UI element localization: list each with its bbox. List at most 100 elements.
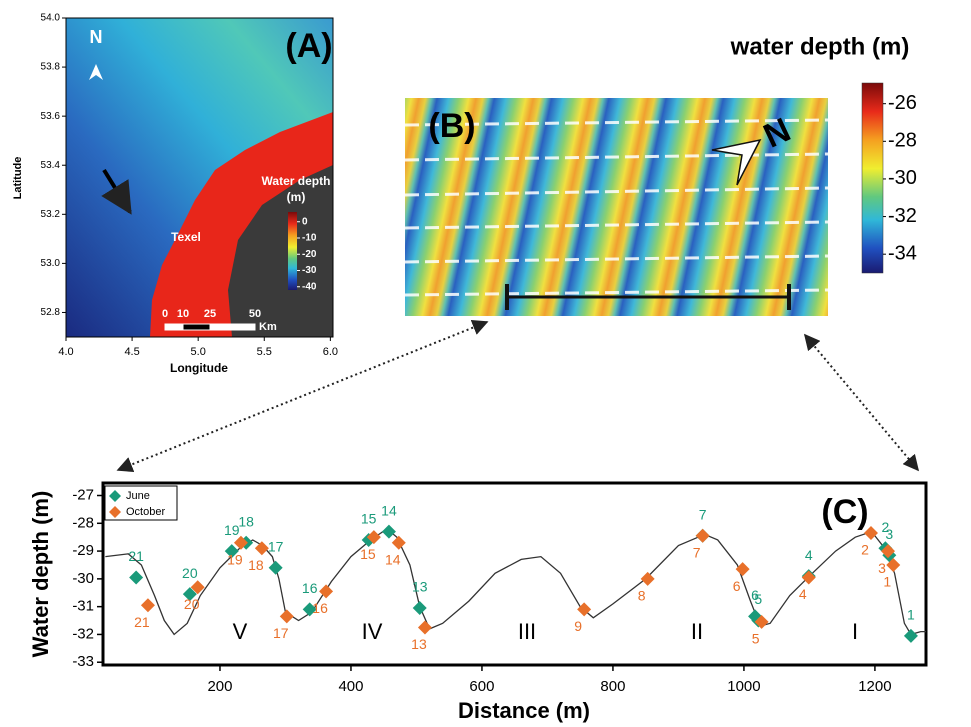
link-arrow <box>805 335 918 470</box>
panel-label: (C) <box>821 493 868 531</box>
crest-label: II <box>691 619 703 644</box>
scale-segment <box>210 324 255 330</box>
x-tick-label: 4.5 <box>124 346 139 358</box>
colorbar <box>288 212 297 290</box>
colorbar-tick-label: -10 <box>302 233 317 244</box>
marker <box>413 601 427 615</box>
marker <box>418 620 432 634</box>
point-label: 14 <box>381 502 397 518</box>
point-label: 16 <box>302 580 318 596</box>
crest-label: III <box>518 619 536 644</box>
legend-label: October <box>126 506 165 518</box>
panel-label: (B) <box>428 107 475 145</box>
colorbar-tick-label: -30 <box>888 167 917 189</box>
point-label: 20 <box>182 565 198 581</box>
y-tick-label: 53.0 <box>41 258 61 269</box>
point-label: 18 <box>238 513 254 529</box>
y-tick-label: -32 <box>72 625 94 642</box>
point-label: 19 <box>227 551 243 567</box>
crest-label: I <box>852 619 858 644</box>
point-label: 4 <box>799 586 807 602</box>
x-tick-label: 4.0 <box>58 346 73 358</box>
colorbar-title: Water depth <box>262 174 331 188</box>
point-label: 17 <box>268 538 284 554</box>
colorbar-tick-label: -26 <box>888 92 917 114</box>
legend-marker <box>109 506 121 518</box>
crest-label: IV <box>362 619 383 644</box>
point-label: 5 <box>752 631 760 647</box>
plot-frame <box>103 483 926 665</box>
colorbar <box>862 83 883 273</box>
y-tick-label: 53.2 <box>41 209 61 220</box>
marker <box>255 541 269 555</box>
point-label: 1 <box>907 607 915 623</box>
panel-a: N (A) Texel Water depth (m) Longitude La… <box>12 13 338 376</box>
colorbar-tick-label: -28 <box>888 130 917 152</box>
marker <box>269 561 283 575</box>
y-tick-label: -29 <box>72 542 94 559</box>
point-label: 21 <box>134 614 150 630</box>
point-label: 3 <box>885 526 893 542</box>
point-label: 1 <box>883 574 891 590</box>
y-tick-label: 53.8 <box>41 62 61 73</box>
scale-segment <box>183 324 210 330</box>
marker <box>641 572 655 586</box>
colorbar-tick-label: -34 <box>888 242 917 264</box>
scale-label: 50 <box>249 308 261 320</box>
point-label: 7 <box>699 506 707 522</box>
point-label: 6 <box>751 587 759 603</box>
point-label: 2 <box>861 542 869 558</box>
y-tick-label: 54.0 <box>41 13 61 24</box>
marker <box>904 629 918 643</box>
y-tick-label: -27 <box>72 486 94 503</box>
x-tick-label: 600 <box>469 678 494 695</box>
y-tick-label: 52.8 <box>41 307 61 318</box>
point-label: 17 <box>273 625 289 641</box>
marker <box>392 536 406 550</box>
y-tick-label: 53.6 <box>41 111 61 122</box>
x-axis-label: Distance (m) <box>458 698 590 723</box>
place-label: Texel <box>171 230 201 244</box>
y-tick-label: 53.4 <box>41 160 61 171</box>
colorbar-title: (m) <box>287 190 306 204</box>
point-label: 13 <box>411 636 427 652</box>
point-label: 7 <box>693 544 701 560</box>
profile-line <box>105 529 926 635</box>
point-label: 16 <box>312 600 328 616</box>
x-axis-label: Longitude <box>170 361 228 375</box>
marker <box>382 525 396 539</box>
scale-label: 10 <box>177 308 189 320</box>
point-label: 20 <box>184 596 200 612</box>
crest-label: V <box>233 619 248 644</box>
colorbar-tick-label: 0 <box>302 216 308 227</box>
legend-label: June <box>126 490 150 502</box>
point-label: 19 <box>224 522 240 538</box>
point-label: 3 <box>878 560 886 576</box>
x-tick-label: 6.0 <box>323 346 338 358</box>
colorbar-title: water depth (m) <box>730 33 910 60</box>
scale-label: 0 <box>162 308 168 320</box>
scale-label: 25 <box>204 308 216 320</box>
point-label: 8 <box>638 588 646 604</box>
x-tick-label: 1000 <box>727 678 760 695</box>
panel-b: N (B) water depth (m) -26-28-30-32-34 <box>405 33 917 316</box>
point-label: 6 <box>733 578 741 594</box>
point-label: 9 <box>574 618 582 634</box>
x-tick-label: 5.0 <box>191 346 206 358</box>
colorbar-tick-label: -32 <box>888 205 917 227</box>
y-tick-label: -31 <box>72 598 94 615</box>
link-arrow <box>118 322 487 470</box>
y-tick-label: -33 <box>72 653 94 670</box>
legend-marker <box>109 490 121 502</box>
point-label: 13 <box>412 579 428 595</box>
north-label: N <box>90 27 103 47</box>
y-axis-label: Latitude <box>12 157 24 200</box>
y-tick-label: -30 <box>72 570 94 587</box>
marker <box>736 562 750 576</box>
point-label: 15 <box>360 546 376 562</box>
x-tick-label: 200 <box>207 678 232 695</box>
figure: N (A) Texel Water depth (m) Longitude La… <box>0 0 971 727</box>
marker <box>280 609 294 623</box>
x-tick-label: 800 <box>600 678 625 695</box>
